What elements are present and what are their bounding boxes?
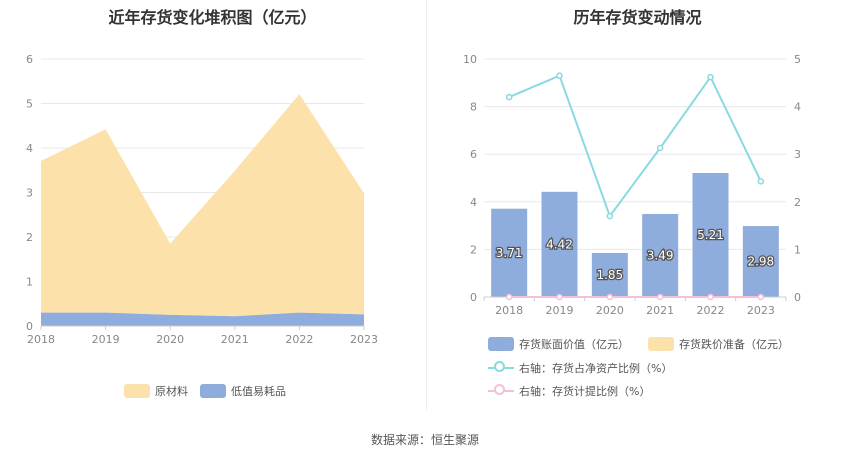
- right-x-tick-label: 2018: [495, 304, 523, 317]
- left-y-tick-label: 3: [26, 187, 33, 200]
- legend-label-inventory-ratio: 右轴：存货占净资产比例（%）: [519, 362, 673, 375]
- inventory-ratio-point: [656, 144, 664, 152]
- right-right-y-tick-label: 1: [794, 243, 801, 256]
- inventory-ratio-line: [508, 74, 762, 219]
- bar-inventory-book-value: [541, 191, 578, 297]
- left-y-tick-label: 4: [26, 142, 33, 155]
- legend-item-low-value-consumables[interactable]: 低值易耗品: [200, 383, 286, 399]
- legend-swatch-inventory-book-value: [488, 337, 514, 351]
- legend-label-low-value-consumables: 低值易耗品: [231, 385, 286, 398]
- inventory-ratio-point: [757, 178, 765, 185]
- bar-data-label: 5.21: [697, 228, 724, 242]
- right-left-y-tick-label: 2: [470, 243, 477, 256]
- provision-ratio-point: [606, 293, 614, 301]
- left-x-tick-label: 2023: [350, 333, 378, 346]
- left-x-tick-label: 2021: [221, 333, 249, 346]
- provision-ratio-point: [707, 293, 714, 301]
- bar-data-label: 1.85: [596, 268, 623, 282]
- legend-item-raw-materials[interactable]: 原材料: [124, 383, 188, 399]
- bar-data-label: 4.42: [546, 237, 573, 251]
- legend-label-inventory-provision: 存货跌价准备（亿元）: [679, 338, 789, 351]
- left-x-tick-label: 2022: [285, 333, 313, 346]
- bar-inventory-book-value: [692, 173, 729, 297]
- inventory-ratio-point: [505, 93, 513, 101]
- legend-swatch-raw-materials: [124, 384, 150, 398]
- bar-data-label: 2.98: [747, 255, 774, 269]
- right-x-tick-label: 2020: [596, 304, 624, 317]
- bar-data-label: 3.49: [647, 248, 674, 262]
- legend-item-inventory-provision[interactable]: 存货跌价准备（亿元）: [648, 336, 789, 352]
- legend-label-raw-materials: 原材料: [155, 385, 188, 398]
- right-x-tick-label: 2019: [546, 304, 574, 317]
- right-chart-title: 历年存货变动情况: [573, 8, 702, 27]
- bar-inventory-book-value: [491, 208, 528, 297]
- right-x-tick-label: 2023: [747, 304, 775, 317]
- area-low-value-consumables: [41, 312, 364, 326]
- provision-ratio-point: [656, 293, 664, 301]
- legend-swatch-provision-ratio: [488, 384, 514, 398]
- left-y-tick-label: 6: [26, 53, 33, 66]
- right-right-y-tick-label: 3: [794, 148, 801, 161]
- data-source-footer: 数据来源：恒生聚源: [370, 433, 479, 447]
- inventory-ratio-point: [606, 212, 614, 220]
- provision-ratio-point: [757, 293, 765, 301]
- legend-item-inventory-book-value[interactable]: 存货账面价值（亿元）: [488, 336, 629, 352]
- bar-data-label: 3.71: [496, 246, 523, 260]
- area-raw-materials: [41, 94, 364, 317]
- right-x-tick-label: 2021: [646, 304, 674, 317]
- bar-inventory-book-value: [742, 226, 779, 297]
- left-chart-title: 近年存货变化堆积图（亿元）: [108, 8, 317, 27]
- right-left-y-tick-label: 8: [470, 101, 477, 114]
- right-right-y-tick-label: 5: [794, 53, 801, 66]
- right-x-tick-label: 2022: [697, 304, 725, 317]
- left-x-tick-label: 2020: [156, 333, 184, 346]
- right-left-y-tick-label: 4: [470, 196, 477, 209]
- legend-item-inventory-ratio[interactable]: 右轴：存货占净资产比例（%）: [488, 360, 672, 376]
- provision-ratio-point: [505, 293, 513, 301]
- legend-label-provision-ratio: 右轴：存货计提比例（%）: [519, 385, 651, 398]
- provision-ratio-point: [556, 293, 563, 301]
- right-left-y-tick-label: 0: [470, 291, 477, 304]
- legend-item-provision-ratio[interactable]: 右轴：存货计提比例（%）: [488, 383, 650, 399]
- bar-inventory-book-value: [591, 252, 628, 297]
- right-right-y-tick-label: 4: [794, 101, 801, 114]
- right-left-y-tick-label: 6: [470, 148, 477, 161]
- left-x-tick-label: 2019: [92, 333, 120, 346]
- right-right-y-tick-label: 0: [794, 291, 801, 304]
- bar-inventory-book-value: [642, 213, 679, 297]
- right-right-y-tick-label: 2: [794, 196, 801, 209]
- legend-swatch-inventory-ratio: [488, 361, 514, 375]
- legend-swatch-low-value-consumables: [200, 384, 226, 398]
- inventory-ratio-point: [556, 72, 563, 79]
- right-left-y-tick-label: 10: [463, 53, 477, 66]
- left-y-tick-label: 2: [26, 231, 33, 244]
- legend-label-inventory-book-value: 存货账面价值（亿元）: [519, 338, 629, 351]
- legend-swatch-inventory-provision: [648, 337, 674, 351]
- left-y-tick-label: 1: [26, 276, 33, 289]
- left-y-tick-label: 5: [26, 98, 33, 111]
- left-x-tick-label: 2018: [27, 333, 55, 346]
- chart-divider: [426, 0, 427, 410]
- left-y-tick-label: 0: [26, 320, 33, 333]
- inventory-ratio-point: [707, 73, 714, 81]
